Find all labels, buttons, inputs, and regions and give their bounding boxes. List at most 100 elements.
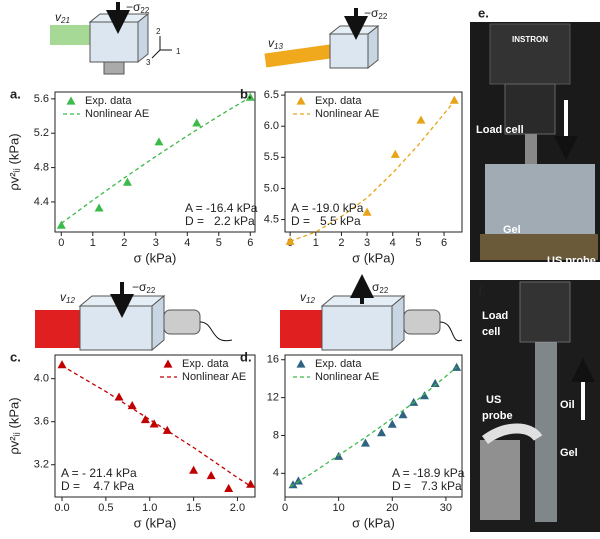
data-point [416, 115, 426, 124]
y-tick-label: 12 [267, 392, 279, 404]
annotation: A = -18.9 kPa [392, 466, 465, 480]
legend-label: Exp. data [315, 358, 362, 370]
cube [329, 33, 369, 69]
y-tick-label: 4.0 [34, 373, 49, 385]
brand: INSTRON [512, 35, 548, 44]
load-label: −σ22 [126, 0, 150, 15]
data-point [122, 177, 132, 186]
y-tick-label: 3.6 [34, 416, 49, 428]
photo-label: Load cell [476, 124, 524, 136]
annotation: A = - 21.4 kPa [61, 466, 137, 480]
subscript: 12 [306, 296, 315, 305]
data-point [360, 438, 370, 447]
panel-label: d. [240, 349, 252, 364]
annotation: D = 2.2 kPa [185, 214, 255, 228]
x-tick-label: 2 [338, 237, 344, 249]
symbol: −σ [126, 0, 141, 14]
panel-label: b. [240, 86, 252, 101]
y-tick-label: 3.2 [34, 459, 49, 471]
x-tick-label: 2.0 [230, 502, 245, 514]
axis-label: 2 [156, 27, 161, 36]
cube-side [137, 12, 149, 64]
x-tick-label: 10 [333, 502, 345, 514]
subscript: 22 [378, 12, 387, 21]
plot-frame [284, 91, 463, 233]
x-tick-label: 30 [440, 502, 452, 514]
y-axis-label: ρv²ᵢⱼ (kPa) [6, 397, 21, 454]
data-point [192, 118, 202, 127]
axis-label: 1 [176, 47, 181, 56]
data-point [56, 220, 66, 229]
plot-frame [54, 91, 256, 233]
data-point [94, 203, 104, 212]
fit-line [60, 96, 251, 224]
data-point [206, 470, 216, 480]
rod [525, 134, 537, 164]
annotation: A = -19.0 kPa [291, 201, 364, 215]
photo-label: Gel [503, 224, 521, 236]
legend-label: Nonlinear AE [85, 108, 149, 120]
photo-label: cell [482, 326, 500, 338]
probe [403, 309, 441, 335]
probe [103, 61, 125, 75]
y-tick-label: 6.0 [264, 120, 279, 132]
data-point [246, 479, 256, 488]
fit-line [61, 365, 251, 487]
y-tick-label: 5.0 [264, 182, 279, 194]
y-tick-label: 5.6 [34, 93, 49, 105]
axis-arrow [151, 49, 161, 59]
photo-f: f. Load cell US probe Oil Gel [470, 280, 600, 532]
y-axis-label: ρv²ᵢⱼ (kPa) [6, 133, 21, 190]
plot: 0.0 0.5 1.0 1.5 2.0 3.2 3.6 4.0 c. σ (kPa) ρv²ᵢⱼ (… [6, 349, 256, 530]
annotation: D = 7.3 kPa [392, 479, 462, 493]
legend-label: Nonlinear AE [315, 108, 379, 120]
photo-e: e. INSTRON Load cell Gel US probe [470, 5, 600, 267]
y-tick-label: 4.8 [34, 161, 49, 173]
data-point [293, 476, 303, 485]
wave-source [264, 42, 346, 68]
y-tick-label: 4.4 [34, 196, 49, 208]
data-point [57, 360, 67, 369]
x-tick-label: 5 [415, 237, 421, 249]
legend-label: Exp. data [85, 95, 132, 107]
data-point [387, 419, 397, 428]
data-point [224, 483, 234, 492]
subscript: 12 [66, 296, 75, 305]
panel-label: f. [478, 283, 486, 298]
x-tick-label: 4 [390, 237, 396, 249]
x-tick-label: 0.0 [54, 502, 69, 514]
x-axis-label: σ (kPa) [134, 515, 177, 530]
load-label: −σ22 [132, 280, 156, 295]
x-tick-label: 3 [364, 237, 370, 249]
schematic-c: v12 −σ22 [35, 280, 233, 352]
cable [199, 321, 233, 342]
legend-label: Exp. data [182, 358, 229, 370]
x-tick-label: 6 [441, 237, 447, 249]
annotation: D = 5.5 kPa [291, 214, 361, 228]
wave-label: v12 [60, 290, 75, 305]
stand [480, 440, 520, 520]
x-tick-label: 0.5 [98, 502, 113, 514]
plot: 0 1 2 3 4 5 6 4.4 4.8 5.2 5.6 a. σ (kPa) ρv²ᵢⱼ (kPa) E… [6, 86, 257, 265]
data-point [390, 149, 400, 158]
data-point [189, 465, 199, 474]
x-tick-label: 1.0 [142, 502, 157, 514]
tube [535, 342, 557, 522]
x-tick-label: 1.5 [186, 502, 201, 514]
x-tick-label: 20 [386, 502, 398, 514]
y-tick-label: 16 [267, 354, 279, 366]
panel-label: c. [10, 349, 21, 364]
plot-frame [54, 354, 256, 498]
panel-label: e. [478, 5, 489, 20]
symbol: σ [372, 280, 380, 294]
y-tick-label: 4.5 [264, 213, 279, 225]
load-label: σ22 [372, 280, 389, 295]
x-tick-label: 4 [184, 237, 190, 249]
x-axis-label: σ (kPa) [352, 515, 395, 530]
gel-block [485, 164, 595, 234]
fit-line [290, 366, 458, 488]
cube-side [151, 294, 165, 352]
legend-label: Exp. data [315, 95, 362, 107]
